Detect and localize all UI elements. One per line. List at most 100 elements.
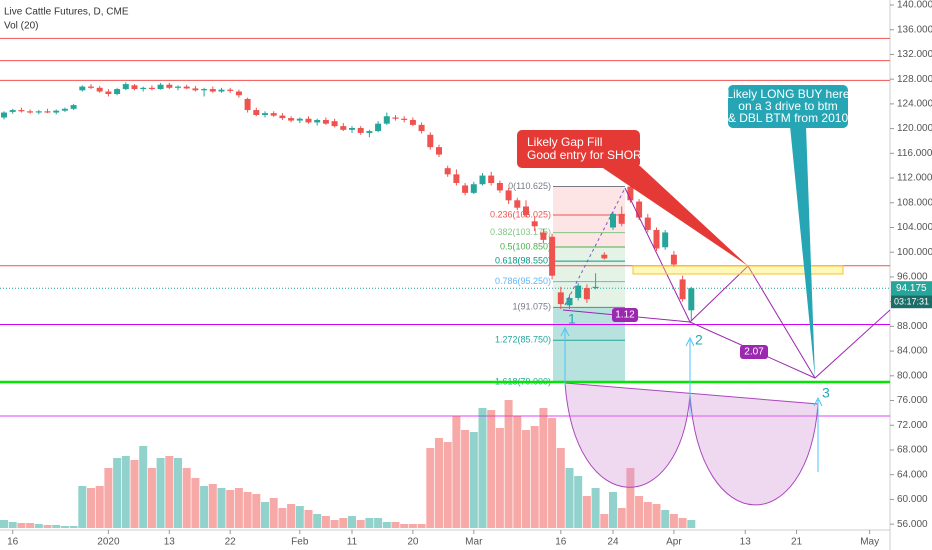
volume-bar [313,514,322,528]
candle-body [9,110,16,112]
volume-bar [504,400,513,528]
fib-label: 0.618(98.550) [495,256,551,266]
volume-bar [687,520,696,528]
candle-body [636,201,643,218]
candle-body [192,88,199,91]
indicator-label: Vol (20) [4,21,38,32]
y-tick-label: 72.000 [897,420,928,431]
y-tick-label: 88.000 [897,321,928,332]
candle-body [427,134,434,148]
ratio-box [612,308,638,322]
volume-bar [95,486,104,528]
candle-body [183,86,190,89]
candle-body [531,221,538,227]
candle-body [583,288,590,300]
volume-bar [269,498,278,528]
volume-bar [452,416,461,528]
candle-body [670,254,677,265]
volume-bar [339,518,348,528]
candle-body [201,89,208,91]
volume-bar [330,520,339,528]
candle-body [627,186,634,201]
volume-bar [304,510,313,528]
price-axis-bg [890,0,932,550]
candle-body [566,297,573,306]
last-price-box [891,281,932,296]
candle-body [505,190,512,201]
fib-label: 1(91.075) [512,302,551,312]
x-tick-label: Feb [291,537,309,548]
volume-bar [200,486,209,528]
candle-body [18,110,25,112]
volume-bar [113,458,122,528]
callout-pointer [790,126,815,378]
candle-body [662,232,669,248]
candle-body [679,279,686,300]
volume-bar [104,468,113,528]
volume-bar [278,508,287,528]
volume-bar [461,430,470,528]
candle-body [557,292,564,305]
volume-bar [426,448,435,528]
y-tick-label: 132.000 [897,49,932,60]
fib-label: 0.236(106.025) [490,209,551,219]
volume-bar [469,432,478,528]
y-tick-label: 140.000 [897,0,932,11]
candle-body [618,213,625,224]
volume-bar [182,468,191,528]
volume-bar [147,468,156,528]
x-tick-label: 13 [740,537,752,548]
candle-body [140,87,147,90]
countdown-box [891,295,932,309]
volume-bar [626,468,635,528]
zone [632,265,844,275]
candle-body [462,185,469,193]
candle-body [288,118,295,121]
ratio-box [740,345,768,359]
x-tick-label: 24 [607,537,619,548]
candle-body [35,111,42,113]
volume-bar [260,502,269,528]
volume-bar [574,476,583,528]
fib-zone [553,232,625,247]
volume-bar [591,488,600,528]
x-tick-label: 16 [7,537,19,548]
candle-body [270,113,277,116]
volume-bar [156,458,165,528]
volume-bar [26,523,35,528]
candle-body [522,206,529,216]
volume-bar [8,522,17,528]
volume-bar [0,520,9,528]
candle-body [131,85,138,90]
candle-body [401,118,408,120]
candle-body [114,89,121,94]
candle-body [409,119,416,125]
candle-body [366,131,373,133]
candle-body [322,119,329,124]
volume-bar [600,514,609,528]
volume-bar [208,484,217,528]
candle-body [653,229,660,249]
callout-text: on a 3 drive to btm [738,99,837,113]
fib-label: 1.272(85.750) [495,335,551,345]
volume-bar [356,520,365,528]
volume-bar [661,510,670,528]
candle-body [44,111,51,113]
candle-body [105,91,112,94]
callout-text: Good entry for SHORT [527,148,649,162]
main-layer: 94.175 03:17:31 [0,82,932,528]
candle-body [27,111,34,113]
volume-bar [243,492,252,528]
volume-bar [643,502,652,528]
volume-bar [174,458,182,528]
ratio-label: 2.07 [744,347,764,358]
candle-body [314,119,321,123]
callout-box [728,85,848,128]
volume-bar [678,518,687,528]
y-tick-label: 96.000 [897,272,928,283]
drive-label: 1 [568,311,576,327]
callout-text: Likely LONG BUY here [726,87,849,101]
x-tick-label: 13 [164,537,176,548]
